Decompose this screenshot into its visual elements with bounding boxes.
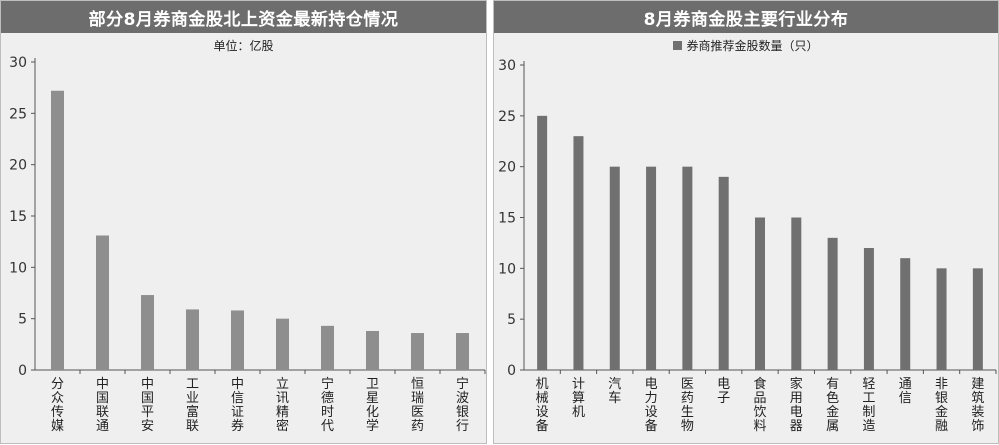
x-tick-label: 立讯精密 (276, 377, 289, 434)
x-tick-label: 电子 (717, 377, 730, 406)
bar (682, 166, 693, 370)
bar-chart: 0 5 10 15 20 25 30 机械设备 计算机 汽车 电力设备 医药生物 电子 食品饮料 家用电器 有… (498, 58, 997, 434)
y-tick-label: 25 (498, 109, 516, 125)
x-tick-label: 医药生物 (681, 377, 694, 434)
x-tick-label: 宁德时代 (321, 376, 334, 434)
bar (141, 295, 154, 370)
x-tick-label: 通信 (899, 377, 912, 406)
x-tick-label: 中信证券 (231, 377, 244, 434)
x-tick-label: 汽车 (608, 377, 621, 406)
y-tick-label: 15 (9, 209, 27, 225)
bar (411, 333, 424, 370)
bar (366, 330, 379, 370)
y-tick-label: 20 (498, 160, 516, 176)
x-tick-label: 非银金融 (935, 377, 948, 434)
bar (718, 176, 729, 370)
bar (827, 237, 838, 370)
x-tick-label: 中国平安 (141, 377, 154, 434)
x-tick-label: 分众传媒 (51, 377, 64, 434)
bar (96, 235, 109, 370)
x-tick-label: 家用电器 (790, 376, 803, 434)
x-tick-label: 机械设备 (536, 377, 549, 434)
bar (972, 268, 983, 370)
left-chart-panel: 部分8月券商金股北上资金最新持仓情况 单位：亿股 0 5 10 15 20 25 30 分众传… (0, 0, 487, 444)
bar (609, 166, 620, 370)
bar (321, 325, 334, 370)
chart-title: 部分8月券商金股北上资金最新持仓情况 (1, 1, 486, 33)
legend-label: 券商推荐金股数量（只） (686, 39, 819, 53)
y-tick-label: 5 (18, 312, 27, 328)
y-tick-label: 0 (507, 363, 516, 379)
x-tick-label: 恒瑞医药 (411, 377, 424, 434)
bar (186, 309, 199, 370)
x-tick-label: 宁波银行 (456, 376, 469, 434)
y-tick-label: 30 (9, 55, 27, 71)
bar (51, 90, 64, 370)
y-tick-label: 0 (18, 363, 27, 379)
unit-label: 单位：亿股 (213, 39, 274, 53)
legend: 券商推荐金股数量（只） (494, 37, 998, 54)
x-tick-label: 有色金属 (826, 377, 839, 434)
y-tick-label: 5 (507, 312, 516, 328)
bar (573, 136, 584, 370)
bar (900, 258, 911, 370)
x-tick-label: 计算机 (572, 377, 585, 420)
bar (936, 268, 947, 370)
x-tick-label: 建筑装饰 (971, 377, 984, 434)
bar (537, 115, 548, 370)
x-tick-label: 电力设备 (645, 377, 658, 434)
x-tick-label: 工业富联 (186, 377, 199, 434)
x-tick-label: 食品饮料 (753, 376, 766, 434)
y-tick-label: 20 (9, 158, 27, 174)
legend-swatch (673, 41, 683, 50)
y-tick-label: 25 (9, 106, 27, 122)
y-tick-label: 15 (498, 211, 516, 227)
bar (791, 217, 802, 370)
bar (863, 248, 874, 370)
bar-chart: 0 5 10 15 20 25 30 分众传媒 中国联通 中国平安 工业富联 中信证券 立讯精密 宁德时代… (9, 55, 486, 434)
bar (231, 310, 244, 370)
y-tick-label: 10 (9, 260, 27, 276)
bar (456, 333, 469, 370)
bar (646, 166, 657, 370)
x-tick-label: 卫星化学 (366, 377, 379, 434)
y-tick-label: 10 (498, 261, 516, 277)
bar (276, 318, 289, 370)
right-chart-panel: 8月券商金股主要行业分布 券商推荐金股数量（只） 0 5 10 15 20 25 30 机械设… (493, 0, 999, 444)
y-tick-label: 30 (498, 58, 516, 74)
x-tick-label: 轻工制造 (862, 377, 875, 434)
bar (755, 217, 765, 370)
chart-title: 8月券商金股主要行业分布 (494, 1, 998, 33)
x-tick-label: 中国联通 (96, 377, 109, 434)
